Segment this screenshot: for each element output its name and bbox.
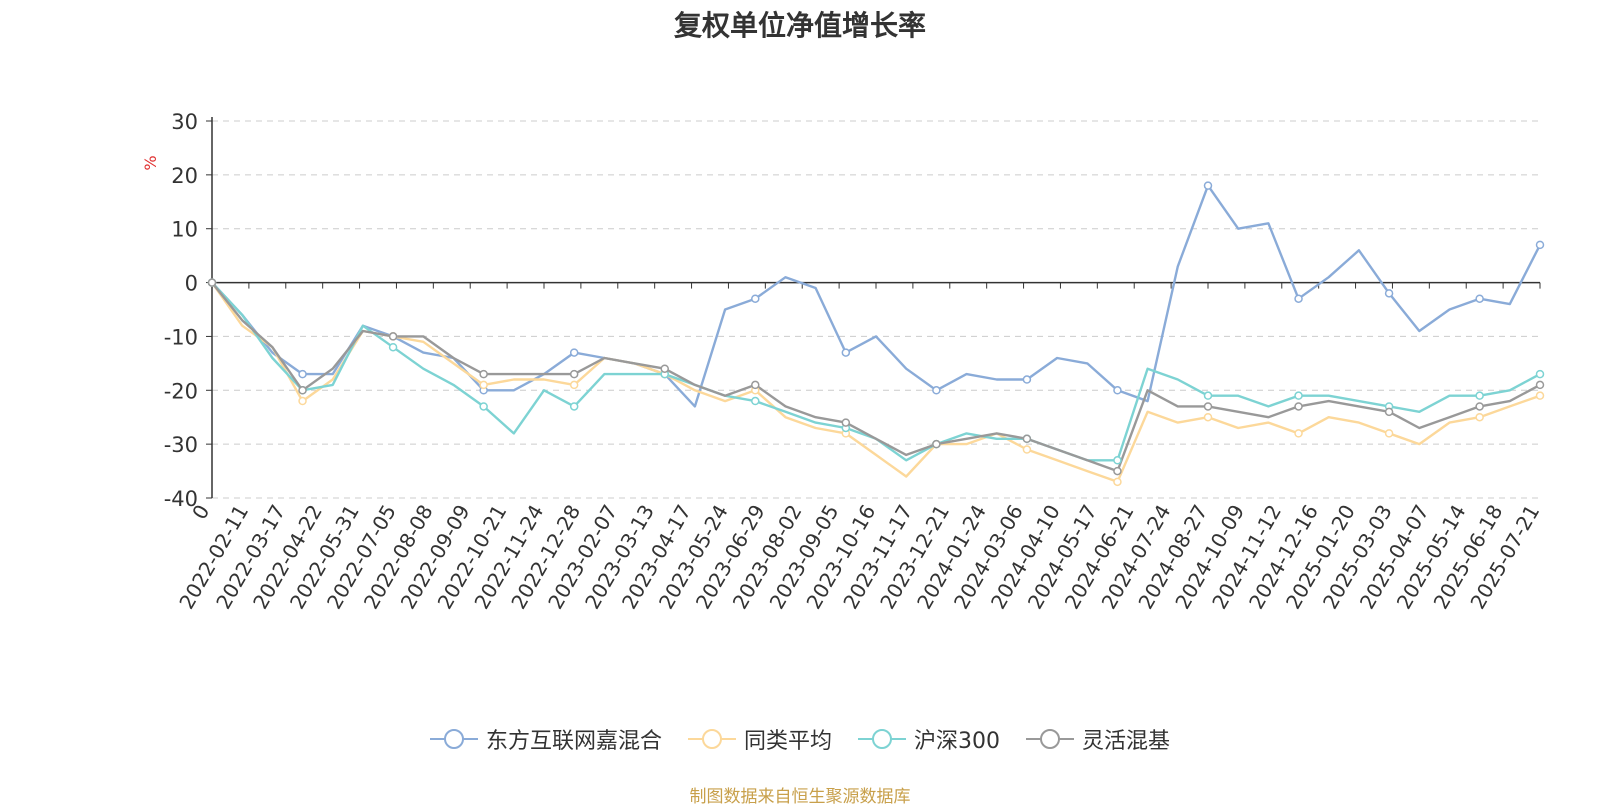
data-point	[1113, 456, 1122, 465]
data-point	[569, 402, 579, 411]
data-point	[751, 380, 760, 390]
data-point	[479, 402, 488, 411]
y-tick-label: 20	[171, 164, 198, 188]
data-point	[1475, 391, 1484, 400]
series-markers	[207, 181, 1545, 487]
legend-marker-icon	[1026, 729, 1074, 749]
data-point	[1113, 466, 1122, 476]
data-point	[1535, 369, 1545, 379]
data-point	[1535, 240, 1545, 250]
data-point	[1203, 181, 1213, 190]
legend-circle	[872, 729, 892, 749]
y-tick-label: 0	[185, 272, 198, 296]
data-point	[569, 380, 579, 390]
data-point	[479, 369, 488, 379]
data-point	[1294, 294, 1303, 303]
data-point	[479, 380, 488, 390]
legend-circle	[1040, 729, 1060, 749]
legend-label: 灵活混基	[1082, 729, 1171, 754]
legend-label: 同类平均	[743, 729, 832, 754]
axes: 3020100-10-20-30-40%02022-02-112022-03-1…	[141, 110, 1544, 613]
data-point	[1294, 391, 1303, 400]
y-tick-label: -40	[164, 487, 198, 511]
data-point	[1384, 407, 1394, 417]
chart-title: 复权单位净值增长率	[673, 9, 926, 42]
data-point	[1475, 402, 1484, 411]
data-point	[298, 369, 307, 379]
y-tick-label: -20	[164, 379, 198, 403]
data-point	[569, 369, 579, 379]
data-point	[1535, 380, 1545, 390]
data-point	[1294, 402, 1303, 411]
data-point	[1022, 375, 1032, 384]
data-point	[1203, 412, 1213, 422]
data-point	[1535, 391, 1545, 400]
y-axis-label: %	[141, 155, 160, 170]
data-point	[1384, 429, 1394, 438]
data-point	[1475, 294, 1484, 303]
data-point	[751, 294, 760, 303]
series-line	[211, 281, 1541, 473]
y-tick-label: -10	[164, 325, 198, 349]
series-line	[211, 281, 1541, 483]
data-point	[932, 439, 941, 449]
data-point	[841, 348, 851, 357]
data-point	[569, 348, 579, 357]
data-point	[932, 386, 941, 395]
legend-label: 东方互联网嘉混合	[485, 729, 662, 754]
data-point	[1022, 445, 1032, 454]
y-tick-label: 30	[171, 110, 198, 134]
legend-item[interactable]: 同类平均	[687, 723, 832, 755]
data-point	[1022, 434, 1032, 444]
data-point	[1113, 386, 1122, 395]
series-line	[211, 281, 1541, 462]
legend: 东方互联网嘉混合 同类平均 沪深300 灵活混基	[0, 723, 1600, 755]
data-point	[1113, 477, 1122, 487]
x-tick-label: 0	[187, 501, 214, 524]
data-point	[388, 332, 398, 341]
data-point	[1203, 391, 1213, 400]
data-point	[1475, 412, 1484, 422]
legend-marker-icon	[429, 729, 478, 749]
legend-item[interactable]: 东方互联网嘉混合	[429, 723, 662, 755]
y-tick-label: 10	[171, 218, 198, 242]
data-point	[298, 396, 307, 406]
data-point	[1203, 402, 1213, 411]
series-lines	[211, 184, 1542, 483]
legend-label: 沪深300	[914, 729, 1000, 754]
data-point	[841, 418, 851, 427]
data-point	[207, 278, 217, 287]
legend-circle	[443, 729, 464, 749]
data-point	[1384, 289, 1394, 298]
legend-circle	[701, 729, 722, 749]
data-point	[388, 342, 398, 352]
source-note: 制图数据来自恒生聚源数据库	[689, 787, 911, 807]
data-point	[1294, 429, 1303, 438]
gridlines	[212, 120, 1540, 499]
data-point	[751, 396, 760, 406]
series-line	[211, 184, 1542, 408]
legend-item[interactable]: 灵活混基	[1026, 723, 1170, 755]
data-point	[660, 364, 669, 373]
legend-item[interactable]: 沪深300	[858, 723, 1000, 755]
data-point	[298, 386, 307, 395]
y-tick-label: -30	[164, 433, 198, 457]
legend-marker-icon	[687, 729, 736, 749]
legend-marker-icon	[858, 729, 906, 749]
